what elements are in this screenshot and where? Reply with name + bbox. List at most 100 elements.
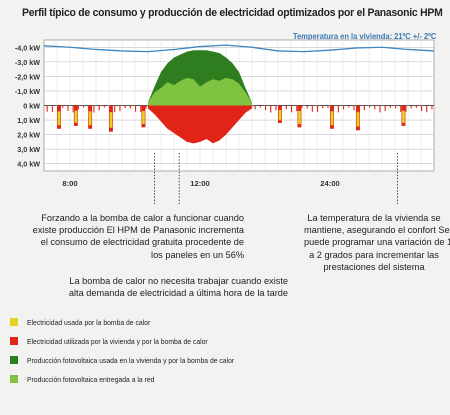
annotation-line: mantiene, asegurando el confort Se — [304, 225, 450, 236]
bar-household-use — [353, 105, 355, 111]
bar-household-use — [275, 105, 277, 111]
bar-household-use — [270, 105, 272, 113]
bar-household-use — [67, 105, 69, 111]
bar-household-use — [57, 105, 59, 109]
annotation-line: existe producción El HPM de Panasonic in… — [32, 225, 244, 236]
legend-swatch — [10, 318, 18, 326]
annotation-line: puede programar una variación de 1 — [304, 237, 450, 248]
bar-household-use — [431, 105, 433, 110]
bar-household-use — [124, 105, 126, 108]
x-tick-label: 24:00 — [320, 179, 339, 188]
bar-heat-pump — [356, 111, 360, 127]
bar-household-use — [311, 105, 313, 112]
bar-heat-pump — [330, 111, 334, 126]
legend-item-heat-pump: Electricidad usada por la bomba de calor — [10, 316, 161, 328]
bar-household-use — [88, 105, 90, 111]
annotation-line: a 2 grados para incrementar las — [309, 249, 439, 260]
bar-household-use — [306, 105, 308, 109]
x-tick-label: 12:00 — [190, 179, 209, 188]
y-tick-label: -2,0 kW — [15, 72, 40, 81]
bar-household-use — [140, 105, 142, 112]
annotation-line: los paneles en un 56% — [151, 249, 244, 260]
bar-household-use — [384, 105, 386, 112]
annotation-line: el consumo de electricidad gratuita proc… — [40, 237, 244, 248]
bar-household-use — [343, 105, 345, 110]
bar-household-use — [426, 105, 428, 113]
bar-household-use — [327, 105, 329, 108]
bar-household-use — [51, 105, 53, 112]
bar-household-use — [46, 105, 48, 112]
legend-item-pv-grid: Producción fotovoltaica entregada a la r… — [10, 373, 165, 385]
bar-household-use — [72, 105, 74, 113]
legend-swatch — [10, 375, 18, 383]
bar-household-use — [332, 105, 334, 112]
legend-label: Producción fotovoltaica usada en la vivi… — [27, 355, 235, 365]
y-tick-label: -1,0 kW — [15, 87, 40, 96]
annotation-line: La temperatura de la vivienda se — [307, 213, 441, 223]
series-area-pv-home — [148, 77, 252, 106]
y-tick-label: 3,0 kW — [17, 145, 40, 154]
annotation-solar-boost: Forzando a la bomba de calor a funcionar… — [4, 212, 244, 261]
legend-label: Electricidad utilizada por la vivienda y… — [27, 336, 208, 346]
bar-household-use — [421, 105, 423, 112]
bar-household-use — [145, 105, 147, 109]
bar-heat-pump — [278, 109, 282, 121]
chart-subtitle: Temperatura en la vivienda: 21ºC +/- 2ºC — [292, 31, 436, 41]
bar-household-use — [348, 105, 350, 108]
bar-household-use — [280, 105, 282, 108]
bar-household-use — [114, 105, 116, 113]
bar-household-use — [254, 105, 256, 110]
consumption-chart: -4,0 kW -3,0 kW -2,0 kW -1,0 kW 0 kW 1,0 kW 2,… — [15, 39, 435, 205]
bar-household-use — [410, 105, 412, 109]
chart-title: Perfil típico de consumo y producción de… — [22, 7, 443, 19]
legend-label: Electricidad usada por la bomba de calor — [27, 317, 151, 327]
y-tick-label: -4,0 kW — [15, 43, 40, 52]
bar-household-use — [400, 105, 402, 112]
bar-household-use — [415, 105, 417, 108]
annotation-line: prestaciones del sistema — [323, 261, 425, 272]
legend-item-pv-home: Producción fotovoltaica usada en la vivi… — [10, 354, 252, 366]
legend-label: Producción fotovoltaica entregada a la r… — [27, 374, 155, 384]
y-tick-label: 2,0 kW — [17, 131, 40, 140]
bar-heat-pump — [109, 112, 113, 128]
legend-swatch — [10, 337, 18, 345]
bar-household-use — [98, 105, 100, 111]
bar-household-use — [296, 105, 298, 112]
bar-household-use — [317, 105, 319, 112]
annotation-line: La bomba de calor no necesita trabajar c… — [69, 276, 288, 286]
bar-household-use — [405, 105, 407, 112]
bar-household-use — [83, 105, 85, 108]
bar-household-use — [285, 105, 287, 110]
y-tick-label: 1,0 kW — [17, 116, 40, 125]
bar-heat-pump — [88, 111, 92, 126]
bar-heat-pump — [298, 110, 301, 125]
bar-household-use — [265, 105, 267, 111]
bar-household-use — [389, 105, 391, 108]
bar-household-use — [337, 105, 339, 113]
bar-heat-pump — [57, 111, 61, 126]
bar-household-use — [93, 105, 95, 113]
legend-swatch — [10, 356, 18, 364]
bar-household-use — [62, 105, 64, 108]
bar-household-use — [301, 105, 303, 108]
bar-household-use — [369, 105, 371, 108]
bar-household-use — [358, 105, 360, 113]
bar-household-use — [322, 105, 324, 109]
bar-heat-pump — [74, 110, 78, 123]
series-line-temperature — [43, 44, 435, 53]
bar-household-use — [374, 105, 376, 110]
bar-household-use — [109, 105, 111, 110]
series-area-grid-use — [148, 105, 252, 144]
annotation-temperature: La temperatura de la vivienda se mantien… — [304, 212, 450, 273]
y-tick-label: -3,0 kW — [15, 58, 40, 67]
y-tick-label: 4,0 kW — [17, 160, 40, 169]
bar-household-use — [259, 105, 261, 108]
bar-household-use — [395, 105, 397, 109]
annotation-line: Forzando a la bomba de calor a funcionar… — [41, 213, 244, 223]
bar-household-use — [291, 105, 293, 113]
bar-household-use — [129, 105, 131, 109]
bar-heat-pump — [142, 110, 145, 125]
y-tick-label: 0 kW — [23, 102, 40, 111]
bar-household-use — [135, 105, 137, 112]
annotation-evening-demand: La bomba de calor no necesita trabajar c… — [24, 275, 288, 299]
